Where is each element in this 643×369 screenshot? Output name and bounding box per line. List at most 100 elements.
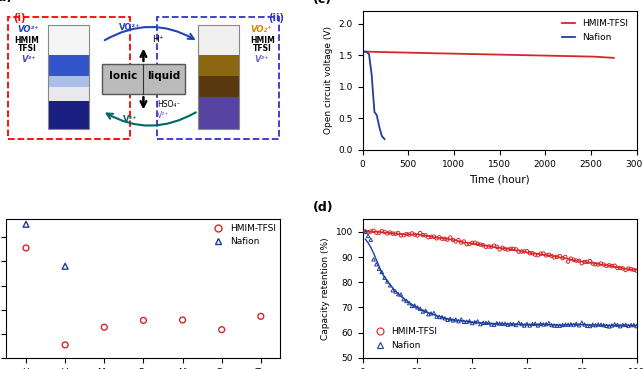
- Text: VO²⁺: VO²⁺: [119, 24, 140, 32]
- Text: TFSI: TFSI: [17, 44, 37, 53]
- Legend: HMIM-TFSI, Nafion: HMIM-TFSI, Nafion: [367, 324, 441, 354]
- Point: [601, 323, 611, 329]
- Point: [615, 323, 625, 329]
- Point: [555, 323, 565, 329]
- Point: [421, 308, 431, 314]
- Point: [544, 320, 554, 326]
- Y-axis label: Open circuit voltage (V): Open circuit voltage (V): [324, 27, 333, 134]
- Point: [459, 319, 469, 325]
- Text: VO₂⁺: VO₂⁺: [251, 25, 272, 34]
- Point: [571, 321, 581, 327]
- Point: [363, 233, 373, 239]
- Nafion: [373, 113, 381, 117]
- Text: (i): (i): [14, 13, 26, 23]
- Point: [445, 235, 455, 241]
- Point: [552, 323, 562, 329]
- Point: [494, 321, 505, 327]
- Point: [459, 239, 469, 245]
- Legend: HMIM-TFSI, Nafion: HMIM-TFSI, Nafion: [558, 15, 632, 45]
- Point: [412, 232, 422, 238]
- Point: [601, 263, 611, 269]
- HMIM-TFSI: [469, 52, 477, 56]
- Point: [431, 314, 442, 320]
- Nafion: [365, 52, 373, 56]
- Point: [363, 229, 373, 235]
- Point: [418, 308, 428, 314]
- Text: HMIM: HMIM: [250, 36, 275, 45]
- Point: [442, 317, 453, 323]
- Point: [429, 310, 439, 316]
- Bar: [198, 25, 239, 55]
- Point: [489, 243, 499, 249]
- Point: [536, 251, 546, 256]
- Point: [568, 322, 579, 328]
- Point: [410, 303, 420, 308]
- Point: [379, 275, 390, 281]
- Point: [610, 321, 620, 327]
- Point: [596, 261, 606, 266]
- Point: [500, 246, 510, 252]
- Bar: [198, 25, 239, 129]
- Text: V²⁺: V²⁺: [157, 111, 170, 120]
- Nafion: [381, 137, 388, 141]
- Point: [503, 322, 513, 328]
- Point: [390, 289, 401, 294]
- Point: [442, 237, 453, 242]
- Point: [453, 237, 464, 243]
- Point: [549, 323, 559, 328]
- Point: [429, 234, 439, 239]
- Point: [629, 322, 639, 328]
- Y-axis label: Capacity retention (%): Capacity retention (%): [321, 237, 330, 340]
- Point: [431, 235, 442, 241]
- Point: [473, 241, 483, 247]
- Point: [445, 316, 455, 322]
- Text: (d): (d): [313, 201, 334, 214]
- Point: [399, 296, 409, 302]
- Point: [481, 244, 491, 250]
- Point: [574, 258, 584, 264]
- Point: [579, 259, 590, 265]
- Point: [366, 228, 376, 234]
- Point: [489, 322, 499, 328]
- Point: [620, 267, 631, 273]
- Text: H⁺: H⁺: [152, 35, 163, 44]
- Point: [437, 314, 447, 320]
- Point: [631, 323, 642, 329]
- Point: [497, 321, 507, 327]
- Point: [448, 237, 458, 243]
- Point: [437, 236, 447, 242]
- Point: [379, 229, 390, 235]
- Point: [177, 317, 188, 323]
- Point: [514, 320, 524, 326]
- Point: [519, 248, 529, 254]
- Point: [549, 254, 559, 260]
- Nafion: [359, 49, 367, 54]
- Point: [256, 313, 266, 319]
- Point: [453, 318, 464, 324]
- Point: [473, 318, 483, 324]
- Point: [475, 242, 485, 248]
- Point: [557, 322, 568, 328]
- Point: [579, 321, 590, 327]
- HMIM-TFSI: [531, 53, 539, 58]
- Point: [426, 234, 436, 240]
- Bar: [198, 76, 239, 97]
- Point: [623, 323, 633, 329]
- Point: [366, 237, 376, 243]
- Point: [560, 322, 570, 328]
- Point: [585, 323, 595, 329]
- Point: [582, 323, 592, 329]
- Point: [590, 322, 601, 328]
- Point: [434, 234, 444, 240]
- Point: [368, 228, 379, 234]
- Bar: [48, 101, 89, 129]
- Point: [626, 266, 636, 272]
- Point: [508, 321, 518, 327]
- Point: [484, 244, 494, 249]
- Point: [423, 311, 433, 317]
- Bar: [198, 55, 239, 76]
- Point: [574, 322, 584, 328]
- Point: [547, 322, 557, 328]
- Point: [631, 268, 642, 273]
- Point: [604, 262, 614, 268]
